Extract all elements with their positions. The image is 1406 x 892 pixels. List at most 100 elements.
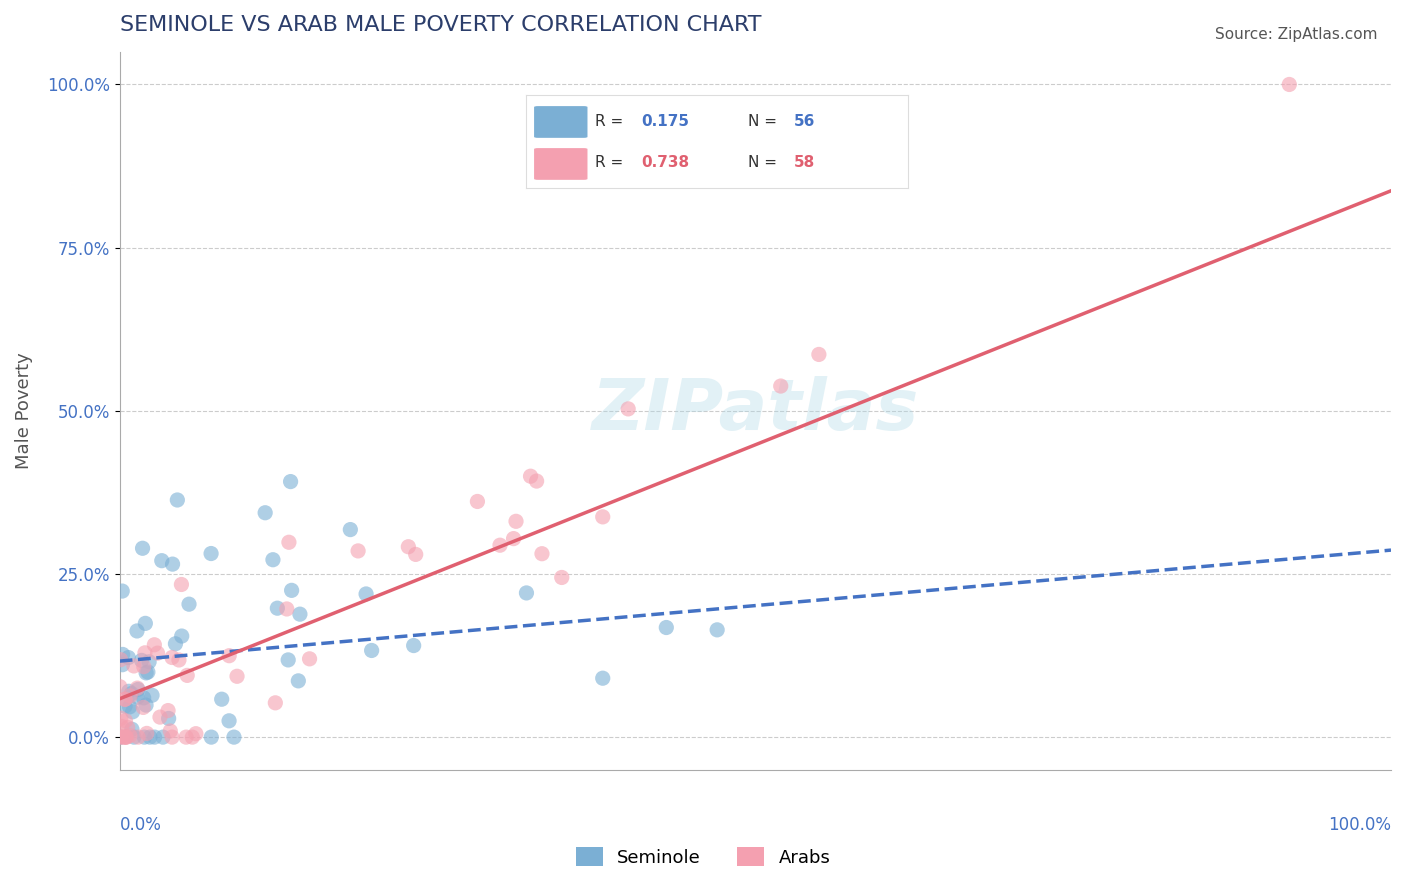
Point (111, 657, 134, 672)
Point (277, 653, 299, 667)
Point (769, 379, 792, 393)
Point (405, 548, 427, 562)
Point (218, 714, 240, 728)
Point (402, 639, 425, 653)
Point (170, 577, 193, 591)
Point (117, 721, 139, 735)
Point (254, 506, 277, 520)
Point (150, 554, 173, 568)
Point (211, 692, 233, 706)
Text: 100.0%: 100.0% (1329, 816, 1391, 834)
Point (118, 729, 141, 743)
Point (592, 509, 614, 524)
Point (505, 514, 527, 528)
Point (132, 690, 155, 705)
Point (110, 711, 132, 725)
Point (515, 586, 537, 600)
Point (159, 724, 181, 739)
Point (125, 624, 148, 638)
Point (1278, 78, 1301, 92)
Point (143, 730, 166, 744)
Point (655, 620, 678, 634)
Point (181, 730, 204, 744)
Point (280, 475, 302, 489)
Point (264, 696, 287, 710)
Point (360, 643, 382, 657)
Point (135, 698, 157, 712)
Point (131, 541, 153, 556)
Point (617, 401, 640, 416)
Point (134, 616, 156, 631)
Point (120, 689, 142, 703)
Point (176, 668, 198, 682)
Text: Source: ZipAtlas.com: Source: ZipAtlas.com (1215, 27, 1378, 42)
Point (127, 681, 149, 695)
Point (110, 653, 132, 667)
Point (127, 730, 149, 744)
Legend: Seminole, Arabs: Seminole, Arabs (568, 840, 838, 874)
Point (135, 665, 157, 680)
Point (121, 686, 143, 700)
Point (110, 730, 132, 744)
Point (112, 730, 135, 744)
Point (110, 730, 132, 744)
Point (396, 540, 419, 554)
Point (467, 494, 489, 508)
Point (117, 650, 139, 665)
Point (592, 671, 614, 685)
Point (146, 646, 169, 660)
Point (134, 730, 156, 744)
Point (170, 629, 193, 643)
Point (222, 730, 245, 744)
Point (276, 602, 298, 616)
Point (165, 637, 187, 651)
Point (115, 730, 138, 744)
Point (114, 730, 136, 744)
Point (218, 648, 240, 663)
Point (118, 699, 141, 714)
Point (226, 669, 249, 683)
Point (114, 692, 136, 706)
Point (177, 597, 200, 611)
Point (347, 544, 370, 558)
Point (122, 659, 145, 673)
Point (149, 710, 172, 724)
Point (160, 730, 183, 744)
Point (131, 653, 153, 667)
Point (266, 601, 288, 615)
Point (141, 688, 163, 702)
Text: ZIPatlas: ZIPatlas (592, 376, 920, 445)
Text: 0.0%: 0.0% (120, 816, 162, 834)
Point (160, 650, 183, 665)
Point (127, 682, 149, 697)
Point (519, 469, 541, 483)
Point (339, 523, 361, 537)
Point (200, 730, 222, 744)
Point (530, 547, 553, 561)
Point (135, 726, 157, 740)
Point (157, 704, 180, 718)
Point (706, 623, 728, 637)
Point (118, 684, 141, 698)
Point (489, 538, 512, 552)
Point (502, 532, 524, 546)
Point (114, 699, 136, 714)
Point (108, 680, 131, 694)
Point (132, 659, 155, 673)
Point (184, 727, 207, 741)
Point (288, 607, 311, 622)
Point (152, 730, 174, 744)
Point (110, 730, 132, 744)
Point (551, 570, 574, 584)
Point (162, 557, 184, 571)
Point (287, 673, 309, 688)
Point (526, 474, 548, 488)
Point (121, 705, 143, 719)
Point (157, 711, 180, 725)
Point (114, 692, 136, 706)
Point (114, 730, 136, 744)
Point (138, 655, 160, 669)
Point (122, 730, 145, 744)
Point (132, 700, 155, 714)
Point (277, 535, 299, 549)
